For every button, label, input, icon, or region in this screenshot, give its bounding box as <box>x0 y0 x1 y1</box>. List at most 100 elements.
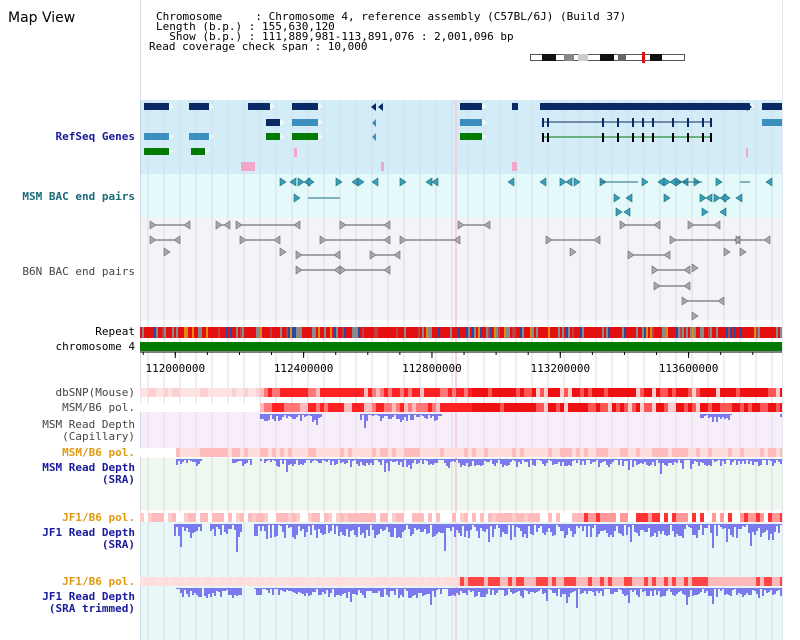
depth-bar <box>418 414 420 417</box>
heat-cell <box>492 403 496 412</box>
repeat-segment <box>630 327 632 338</box>
label-jf1-depth[interactable]: JF1 Read Depth <box>42 526 135 539</box>
depth-bar <box>260 459 262 461</box>
depth-bar <box>534 459 536 466</box>
heat-cell <box>268 403 272 412</box>
depth-bar <box>196 459 198 466</box>
label-msm-depth-cap[interactable]: MSM Read Depth <box>42 418 135 431</box>
heat-cell <box>712 403 716 412</box>
depth-bar <box>572 524 574 537</box>
depth-bar <box>390 524 392 537</box>
depth-bar <box>646 588 648 596</box>
heat-cell <box>668 448 672 457</box>
heat-cell <box>444 448 448 457</box>
depth-bar <box>716 588 718 597</box>
label-msm-bac[interactable]: MSM BAC end pairs <box>22 190 135 203</box>
heat-cell <box>380 513 384 522</box>
depth-bar <box>708 414 710 418</box>
heat-cell <box>576 577 580 586</box>
heat-cell <box>620 388 624 397</box>
heat-cell <box>168 577 172 586</box>
label-msm-depth-sra[interactable]: MSM Read Depth <box>42 461 135 474</box>
depth-bar <box>460 588 462 591</box>
depth-bar <box>640 459 642 463</box>
depth-bar <box>532 524 534 535</box>
depth-bar <box>214 588 216 596</box>
heat-cell <box>508 388 512 397</box>
depth-bar <box>716 524 718 536</box>
repeat-segment <box>654 327 656 338</box>
depth-bar <box>462 588 464 593</box>
depth-bar <box>182 588 184 597</box>
repeat-segment <box>776 327 778 338</box>
heat-cell <box>516 403 520 412</box>
heat-cell <box>172 403 176 412</box>
depth-bar <box>200 459 202 461</box>
label-jf1-b6-pol[interactable]: JF1/B6 pol. <box>62 511 135 524</box>
depth-bar <box>462 459 464 465</box>
heat-cell <box>200 448 204 457</box>
heat-cell <box>236 403 240 412</box>
label-jf1-b6-pol-trim[interactable]: JF1/B6 pol. <box>62 575 135 588</box>
depth-bar <box>262 588 264 589</box>
exon <box>547 133 549 142</box>
heat-cell <box>172 388 176 397</box>
depth-bar <box>426 414 428 419</box>
depth-bar <box>638 524 640 536</box>
depth-bar <box>194 588 196 593</box>
depth-bar <box>728 414 730 420</box>
heat-cell <box>272 388 276 397</box>
gene-block <box>460 119 482 126</box>
heat-cell <box>520 388 524 397</box>
bac-end <box>663 250 671 260</box>
heat-cell <box>152 577 156 586</box>
heat-cell <box>400 513 404 522</box>
depth-bar <box>602 459 604 462</box>
depth-bar <box>304 524 306 537</box>
heat-cell <box>236 448 240 457</box>
label-dbsnp[interactable]: dbSNP(Mouse) <box>55 386 135 399</box>
heat-cell <box>744 403 748 412</box>
heat-cell <box>752 513 756 522</box>
depth-bar <box>400 524 402 538</box>
heat-cell <box>724 388 728 397</box>
length-info: Length (b.p.) : 155,630,120 <box>156 20 335 33</box>
vertical-scrollbar[interactable] <box>782 0 800 640</box>
heat-cell <box>768 403 772 412</box>
heat-cell <box>708 448 712 457</box>
genome-viewer[interactable]: 112000000 112400000 112800000 113200000 1136… <box>140 0 782 640</box>
repeat-segment <box>394 327 396 338</box>
heat-cell <box>344 388 348 397</box>
label-jf1-trim-depth[interactable]: JF1 Read Depth <box>42 590 135 603</box>
depth-bar <box>444 524 446 551</box>
heat-cell <box>584 577 588 586</box>
label-msm-b6-pol[interactable]: MSM/B6 pol. <box>62 401 135 414</box>
heat-cell <box>248 403 252 412</box>
label-repeat[interactable]: Repeat <box>95 325 135 338</box>
heat-cell <box>572 388 576 397</box>
depth-bar <box>382 459 384 460</box>
chromosome-ideogram[interactable] <box>530 52 685 63</box>
depth-bar <box>654 524 656 533</box>
depth-bar <box>286 524 288 525</box>
bac-end <box>723 247 731 257</box>
depth-bar <box>276 459 278 466</box>
depth-bar <box>358 524 360 527</box>
depth-bar <box>300 459 302 464</box>
heat-cell <box>256 448 260 457</box>
heat-cell <box>356 388 360 397</box>
exon <box>702 118 704 127</box>
repeat-segment <box>680 327 682 338</box>
label-refseq[interactable]: RefSeq Genes <box>55 130 135 143</box>
label-msm-b6-pol-sra[interactable]: MSM/B6 pol. <box>62 446 135 459</box>
depth-bar <box>692 588 694 596</box>
heat-cell <box>776 577 780 586</box>
track-canvas[interactable]: 112000000 112400000 112800000 113200000 1136… <box>140 0 782 640</box>
heat-cell <box>156 577 160 586</box>
label-b6n-bac[interactable]: B6N BAC end pairs <box>22 265 135 278</box>
depth-bar <box>478 524 480 538</box>
depth-bar <box>742 524 744 526</box>
depth-bar <box>756 524 758 531</box>
depth-bar <box>338 524 340 536</box>
depth-bar <box>410 588 412 598</box>
